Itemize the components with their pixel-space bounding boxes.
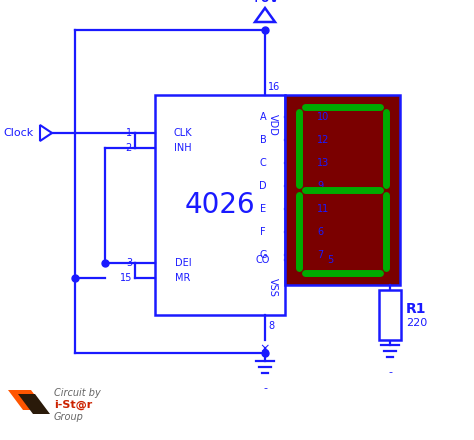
Polygon shape (18, 394, 50, 414)
Bar (285, 95, 400, 285)
Text: 3: 3 (126, 258, 132, 268)
Polygon shape (8, 390, 46, 410)
Text: ×: × (260, 342, 270, 355)
Text: +6V: +6V (251, 0, 280, 5)
Text: F: F (260, 227, 266, 237)
Text: 220: 220 (406, 318, 427, 328)
Text: CO: CO (256, 255, 270, 265)
Text: 7: 7 (317, 250, 323, 260)
Text: 11: 11 (317, 204, 329, 214)
Text: B: B (260, 135, 266, 145)
Text: CLK: CLK (173, 128, 192, 138)
Bar (155, 95, 285, 315)
Text: VSS: VSS (268, 278, 278, 297)
Text: D: D (259, 181, 267, 191)
Text: -: - (263, 383, 267, 393)
Text: 12: 12 (317, 135, 329, 145)
Text: 4026: 4026 (185, 191, 255, 219)
Text: Circuit by: Circuit by (54, 388, 101, 398)
Text: 6: 6 (317, 227, 323, 237)
Text: 2: 2 (126, 143, 132, 153)
Text: VDD: VDD (268, 114, 278, 136)
Text: i-St@r: i-St@r (54, 400, 92, 410)
Text: 5: 5 (327, 255, 333, 265)
Text: MR: MR (175, 273, 191, 283)
Text: 10: 10 (317, 112, 329, 122)
Text: E: E (260, 204, 266, 214)
Text: Group: Group (54, 412, 84, 422)
Text: 9: 9 (317, 181, 323, 191)
Text: R1: R1 (406, 302, 427, 316)
Text: INH: INH (174, 143, 192, 153)
Text: 13: 13 (317, 158, 329, 168)
Text: 15: 15 (119, 273, 132, 283)
Text: C: C (260, 158, 266, 168)
Text: A: A (260, 112, 266, 122)
Bar (379, 290, 401, 340)
Text: G: G (259, 250, 267, 260)
Text: -: - (388, 367, 392, 377)
Text: 8: 8 (268, 321, 274, 331)
Text: DEI: DEI (175, 258, 191, 268)
Text: Clock: Clock (3, 128, 33, 138)
Text: 16: 16 (268, 82, 280, 92)
Text: 1: 1 (126, 128, 132, 138)
